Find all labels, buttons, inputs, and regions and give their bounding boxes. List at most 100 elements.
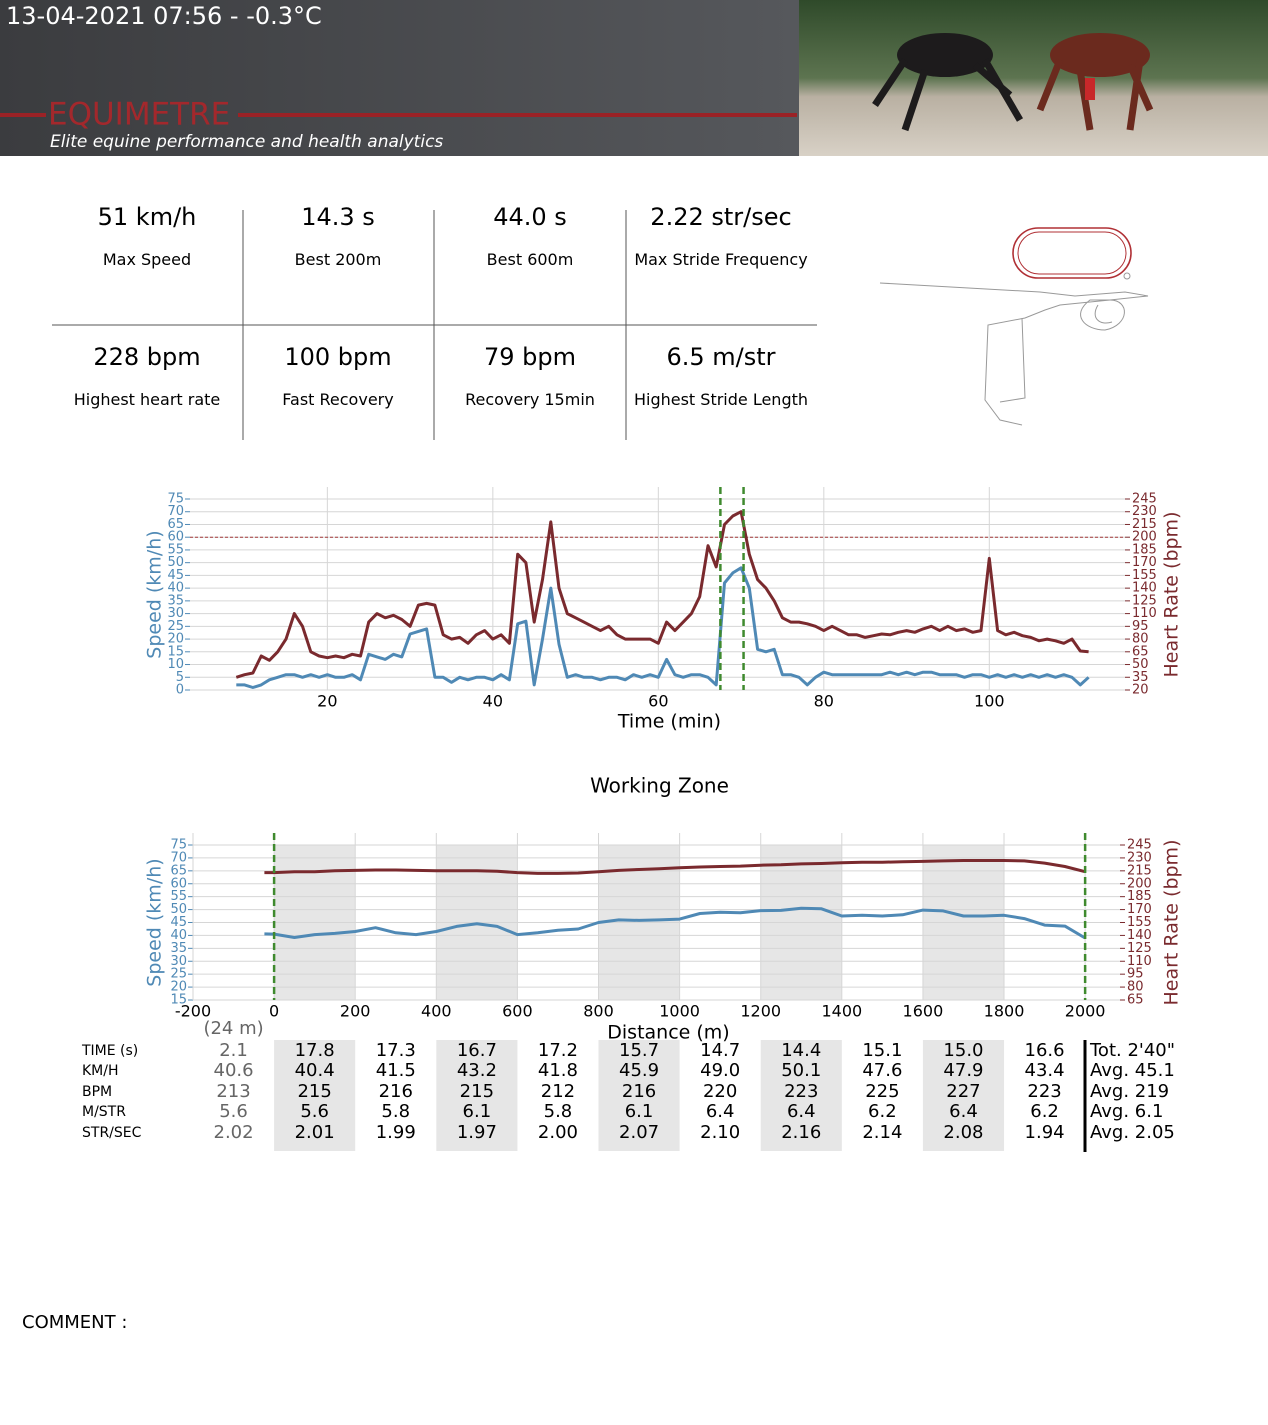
row-label: TIME (s): [81, 1043, 138, 1059]
x-tick-label: 400: [421, 1002, 452, 1021]
x-tick-label: 1000: [659, 1002, 700, 1021]
table-cell: 15.0: [943, 1040, 983, 1061]
y-tick-label: 65: [170, 863, 187, 878]
stat: 2.22 str/sec Max Stride Frequency: [631, 203, 811, 272]
stat-label: Highest heart rate: [73, 390, 221, 409]
table-cell: 2.08: [943, 1122, 983, 1143]
table-cell: 225: [865, 1081, 899, 1102]
chart: Working Zone1520253035404550556065707565…: [144, 774, 1183, 1044]
table-cell: 2.02: [214, 1122, 254, 1143]
table-cell: 14.7: [700, 1040, 740, 1061]
stat: 14.3 s Best 200m: [248, 203, 428, 272]
y-tick-label: 0: [176, 683, 184, 698]
table-cell: 216: [622, 1081, 656, 1102]
y-tick-label: 20: [167, 632, 184, 647]
table-band: [922, 1040, 1005, 1151]
y2-tick-label: 125: [1127, 941, 1152, 956]
y2-tick-label: 65: [1127, 993, 1144, 1008]
x-tick-label: 2000: [1065, 1002, 1106, 1021]
chart-title: Working Zone: [590, 774, 729, 798]
y-tick-label: 15: [167, 644, 184, 659]
x-axis-label: Time (min): [617, 711, 721, 733]
y-tick-label: 60: [167, 530, 184, 545]
table-cell: 6.1: [625, 1101, 654, 1122]
y2-tick-label: 185: [1127, 889, 1152, 904]
table-cell: 220: [703, 1081, 737, 1102]
table-band: [436, 1040, 518, 1151]
table-cell: 15.7: [619, 1040, 659, 1061]
table-band: [598, 1040, 680, 1151]
table-cell: 212: [541, 1081, 575, 1102]
y2-tick-label: 245: [1132, 492, 1157, 507]
y2-tick-label: 140: [1132, 581, 1157, 596]
row-label: STR/SEC: [82, 1125, 142, 1141]
x-tick-label: 80: [814, 692, 834, 711]
table-total: Avg. 6.1: [1090, 1101, 1163, 1122]
y2-tick-label: 95: [1127, 967, 1144, 982]
table-cell: 2.14: [862, 1122, 902, 1143]
x-tick-label: 40: [483, 692, 503, 711]
y2-tick-label: 110: [1132, 606, 1157, 621]
y2-tick-label: 215: [1127, 863, 1152, 878]
header-photo: [799, 0, 1268, 156]
table-cell: 41.5: [376, 1060, 416, 1081]
y-tick-label: 65: [167, 517, 184, 532]
table-cell: 2.01: [295, 1122, 335, 1143]
table-band: [760, 1040, 842, 1151]
table-cell: 43.2: [457, 1060, 497, 1081]
table-cell: 2.10: [700, 1122, 740, 1143]
table-cell: 15.1: [862, 1040, 902, 1061]
series-line: [264, 906, 1086, 940]
table-total: Avg. 45.1: [1090, 1060, 1175, 1081]
stat: 44.0 s Best 600m: [440, 203, 620, 272]
x-tick-label: 1400: [821, 1002, 862, 1021]
x-tick-label: 800: [583, 1002, 614, 1021]
stat-value: 14.3 s: [301, 203, 375, 231]
y2-tick-label: 155: [1132, 568, 1157, 583]
x-tick-label: 1800: [984, 1002, 1025, 1021]
y2-tick-label: 140: [1127, 928, 1152, 943]
table-cell: 2.00: [538, 1122, 578, 1143]
y2-tick-label: 170: [1132, 555, 1157, 570]
stat-label: Best 200m: [294, 250, 382, 269]
table-cell: 45.9: [619, 1060, 659, 1081]
y2-tick-label: 80: [1127, 980, 1144, 995]
y2-tick-label: 155: [1127, 915, 1152, 930]
y-tick-label: 10: [167, 657, 184, 672]
table-band: [274, 1040, 356, 1151]
stat-label: Max Stride Frequency: [634, 250, 808, 269]
y2-tick-label: 185: [1132, 542, 1157, 557]
table-cell: 6.2: [1030, 1101, 1059, 1122]
table-cell: 41.8: [538, 1060, 578, 1081]
y-tick-label: 5: [176, 670, 184, 685]
table-cell: 17.2: [538, 1040, 578, 1061]
x-tick-label: 1600: [903, 1002, 944, 1021]
y2-tick-label: 215: [1132, 517, 1157, 532]
stats-grid: [52, 210, 817, 440]
stat: 228 bpm Highest heart rate: [57, 343, 237, 412]
stat: 79 bpm Recovery 15min: [440, 343, 620, 412]
y2-tick-label: 125: [1132, 593, 1157, 608]
y-tick-label: 15: [170, 993, 187, 1008]
x-tick-label: 20: [317, 692, 337, 711]
y-tick-label: 40: [167, 581, 184, 596]
table-cell: 16.6: [1025, 1040, 1065, 1061]
y-tick-label: 75: [170, 838, 187, 853]
chart: 0510152025303540455055606570752035506580…: [144, 487, 1183, 733]
table-total: Tot. 2'40": [1089, 1040, 1175, 1061]
y-axis-label: Speed (km/h): [144, 530, 166, 658]
table-cell: 16.7: [457, 1040, 497, 1061]
y-tick-label: 35: [167, 593, 184, 608]
y-tick-label: 45: [170, 915, 187, 930]
table-cell: 40.6: [214, 1060, 254, 1081]
table-cell: 215: [297, 1081, 331, 1102]
y-tick-label: 50: [167, 555, 184, 570]
stat-label: Fast Recovery: [282, 390, 394, 409]
stat: 6.5 m/str Highest Stride Length: [631, 343, 811, 412]
x-tick-label: -200: [175, 1002, 211, 1021]
header-band: [0, 0, 799, 156]
y2-tick-label: 230: [1132, 504, 1157, 519]
y-tick-label: 75: [167, 492, 184, 507]
y-tick-label: 30: [170, 954, 187, 969]
